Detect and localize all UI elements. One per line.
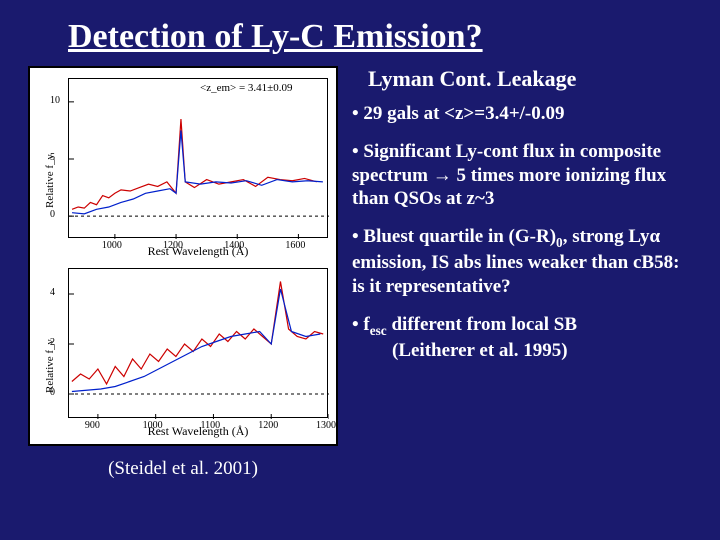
right-column: Lyman Cont. Leakage • 29 gals at <z>=3.4… <box>352 66 692 480</box>
b4-sub: esc <box>370 323 387 338</box>
chart-bot-svg <box>69 269 329 419</box>
b4-b: different from local SB <box>387 314 577 335</box>
chart-annotation: <z_em> = 3.41±0.09 <box>200 82 292 94</box>
b3-sub: 0 <box>556 235 563 250</box>
bullet-2: • Significant Ly-cont flux in composite … <box>352 140 692 211</box>
spectrum-chart: Relative f_ν Rest Wavelength (Å) <z_em> … <box>28 66 338 446</box>
b4-a: • f <box>352 314 370 335</box>
bullet-1: • 29 gals at <z>=3.4+/-0.09 <box>352 102 692 126</box>
content-row: Relative f_ν Rest Wavelength (Å) <z_em> … <box>28 66 692 480</box>
xlabel-bot: Rest Wavelength (Å) <box>68 424 328 439</box>
left-citation: (Steidel et al. 2001) <box>28 458 338 480</box>
bullet-3: • Bluest quartile in (G-R)0, strong Lyα … <box>352 225 692 299</box>
chart-top-svg <box>69 79 329 239</box>
slide-title: Detection of Ly-C Emission? <box>68 18 692 56</box>
left-column: Relative f_ν Rest Wavelength (Å) <z_em> … <box>28 66 338 480</box>
b3-a: • Bluest quartile in (G-R) <box>352 226 556 247</box>
chart-top-panel <box>68 78 328 238</box>
chart-bot-panel <box>68 268 328 418</box>
subtitle: Lyman Cont. Leakage <box>368 66 692 92</box>
bullet-4: • fesc different from local SB (Leithere… <box>352 313 692 363</box>
b4-c: (Leitherer et al. 1995) <box>392 340 568 361</box>
slide-root: Detection of Ly-C Emission? Relative f_ν… <box>0 0 720 540</box>
